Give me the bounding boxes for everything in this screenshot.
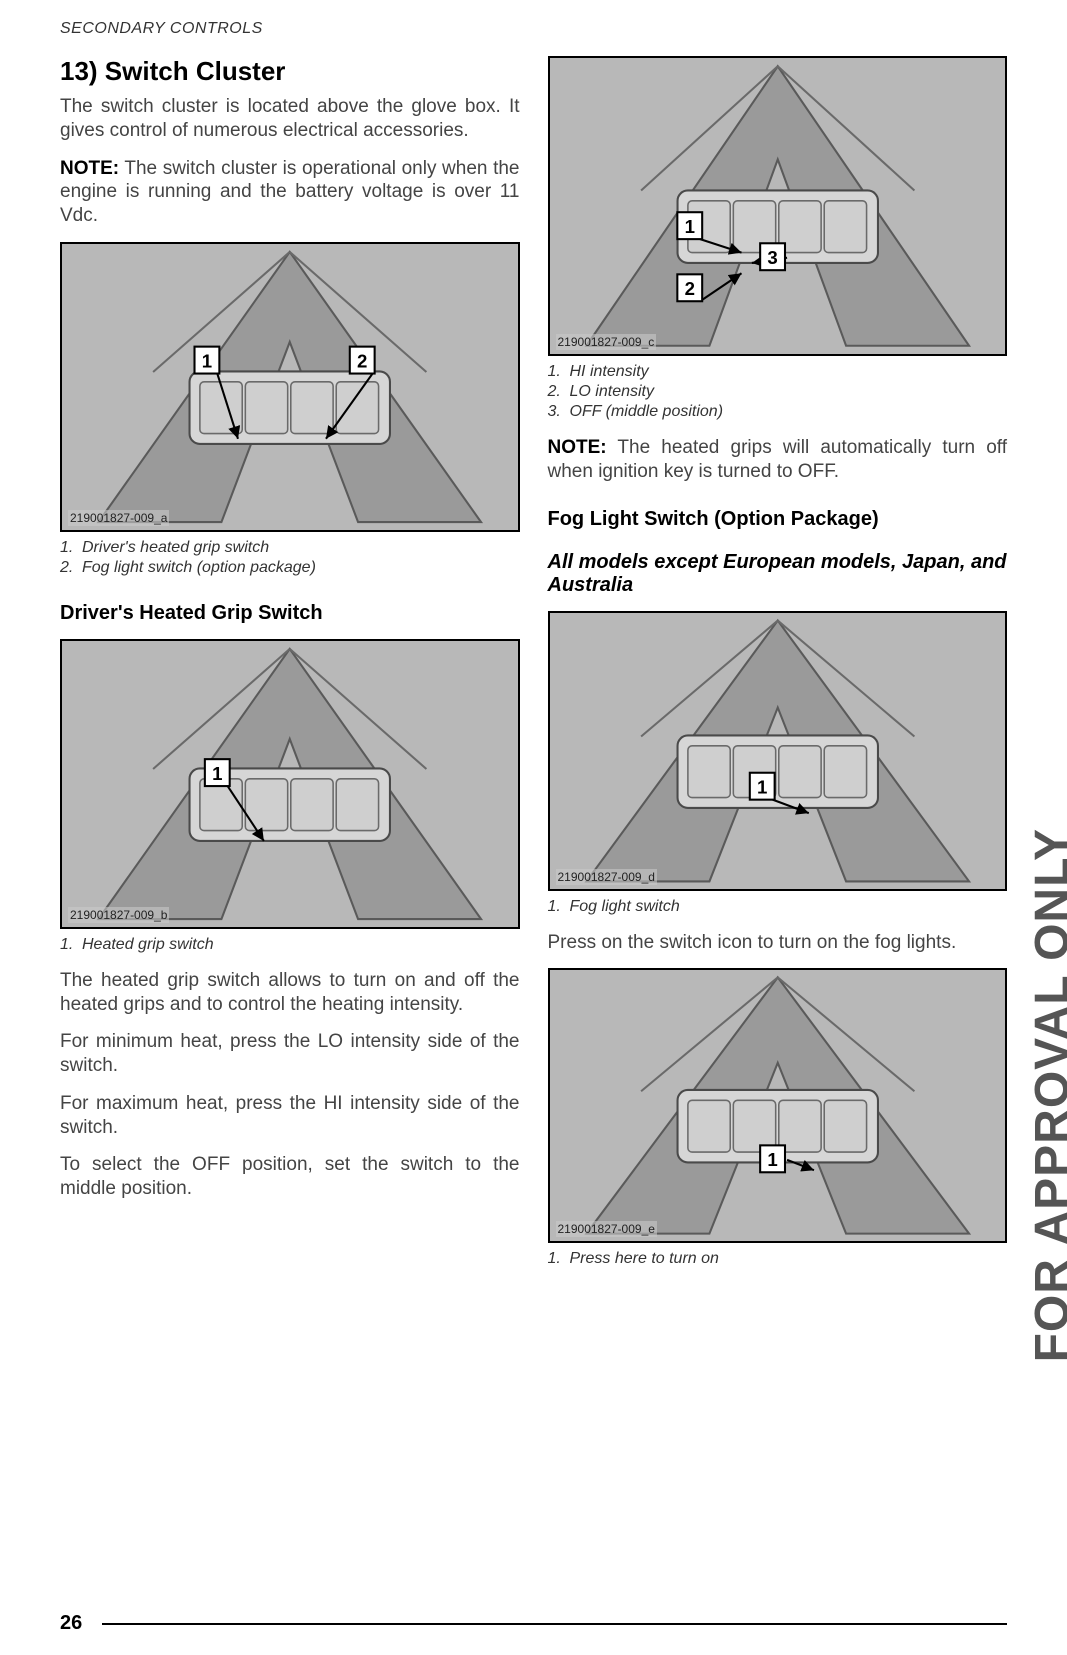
svg-text:3: 3 [767, 247, 777, 268]
figure-caption-item: 1.Heated grip switch [60, 935, 520, 955]
figure-caption-item: 1.Driver's heated grip switch [60, 538, 520, 558]
figure-b: 1 219001827-009_b [60, 639, 520, 929]
figure-a: 1 2 219001827-009_a [60, 242, 520, 532]
svg-text:2: 2 [684, 278, 694, 299]
figure-id-label: 219001827-009_e [556, 1221, 657, 1237]
subheading-fog-light: Fog Light Switch (Option Package) [548, 508, 1008, 531]
note-label: NOTE: [60, 158, 119, 179]
figure-id-label: 219001827-009_b [68, 907, 169, 923]
svg-text:1: 1 [684, 216, 694, 237]
note-text: The heated grips will auto­matically tur… [548, 437, 1008, 482]
figure-d: 1 219001827-009_d [548, 611, 1008, 891]
italic-subheading: All models except European models, Japan… [548, 551, 1008, 597]
footer-rule [102, 1623, 1007, 1625]
page-footer: 26 [60, 1612, 1007, 1635]
figure-d-captions: 1.Fog light switch [548, 897, 1008, 917]
figure-caption-item: 2.Fog light switch (option package) [60, 558, 520, 578]
figure-id-label: 219001827-009_c [556, 334, 657, 350]
figure-id-label: 219001827-009_d [556, 869, 657, 885]
svg-text:1: 1 [202, 350, 212, 371]
note-text: The switch cluster is opera­tional only … [60, 158, 520, 227]
approval-watermark: FOR APPROVAL ONLY [1025, 828, 1067, 1362]
subheading-driver-grip: Driver's Heated Grip Switch [60, 602, 520, 625]
note-label: NOTE: [548, 437, 607, 458]
figure-caption-item: 2.LO intensity [548, 382, 1008, 402]
section-title: 13) Switch Cluster [60, 56, 520, 87]
intro-paragraph: The switch cluster is located above the … [60, 95, 520, 143]
paragraph: The heated grip switch allows to turn on… [60, 969, 520, 1017]
note-paragraph: NOTE: The switch cluster is opera­tional… [60, 157, 520, 228]
paragraph: For minimum heat, press the LO inten­sit… [60, 1030, 520, 1078]
paragraph: To select the OFF position, set the swit… [60, 1153, 520, 1201]
section-header: SECONDARY CONTROLS [60, 20, 1007, 38]
figure-e: 1 219001827-009_e [548, 968, 1008, 1243]
figure-caption-item: 1.HI intensity [548, 362, 1008, 382]
figure-caption-item: 3.OFF (middle position) [548, 402, 1008, 422]
left-column: 13) Switch Cluster The switch cluster is… [60, 56, 520, 1283]
svg-text:2: 2 [357, 350, 367, 371]
svg-text:1: 1 [757, 776, 767, 797]
figure-e-captions: 1.Press here to turn on [548, 1249, 1008, 1269]
figure-c-captions: 1.HI intensity2.LO intensity3.OFF (middl… [548, 362, 1008, 422]
figure-caption-item: 1.Press here to turn on [548, 1249, 1008, 1269]
two-column-layout: 13) Switch Cluster The switch cluster is… [60, 56, 1007, 1283]
paragraph: For maximum heat, press the HI inten­sit… [60, 1092, 520, 1140]
note-paragraph-2: NOTE: The heated grips will auto­matical… [548, 436, 1008, 484]
right-column: 1 2 3 219001827-009_c 1.HI intensity2.LO in… [548, 56, 1008, 1283]
svg-text:1: 1 [767, 1149, 777, 1170]
paragraph: Press on the switch icon to turn on the … [548, 931, 1008, 955]
figure-b-captions: 1.Heated grip switch [60, 935, 520, 955]
svg-text:1: 1 [212, 763, 222, 784]
figure-id-label: 219001827-009_a [68, 510, 169, 526]
page-number: 26 [60, 1612, 82, 1635]
figure-a-captions: 1.Driver's heated grip switch2.Fog light… [60, 538, 520, 578]
figure-c: 1 2 3 219001827-009_c [548, 56, 1008, 356]
figure-caption-item: 1.Fog light switch [548, 897, 1008, 917]
